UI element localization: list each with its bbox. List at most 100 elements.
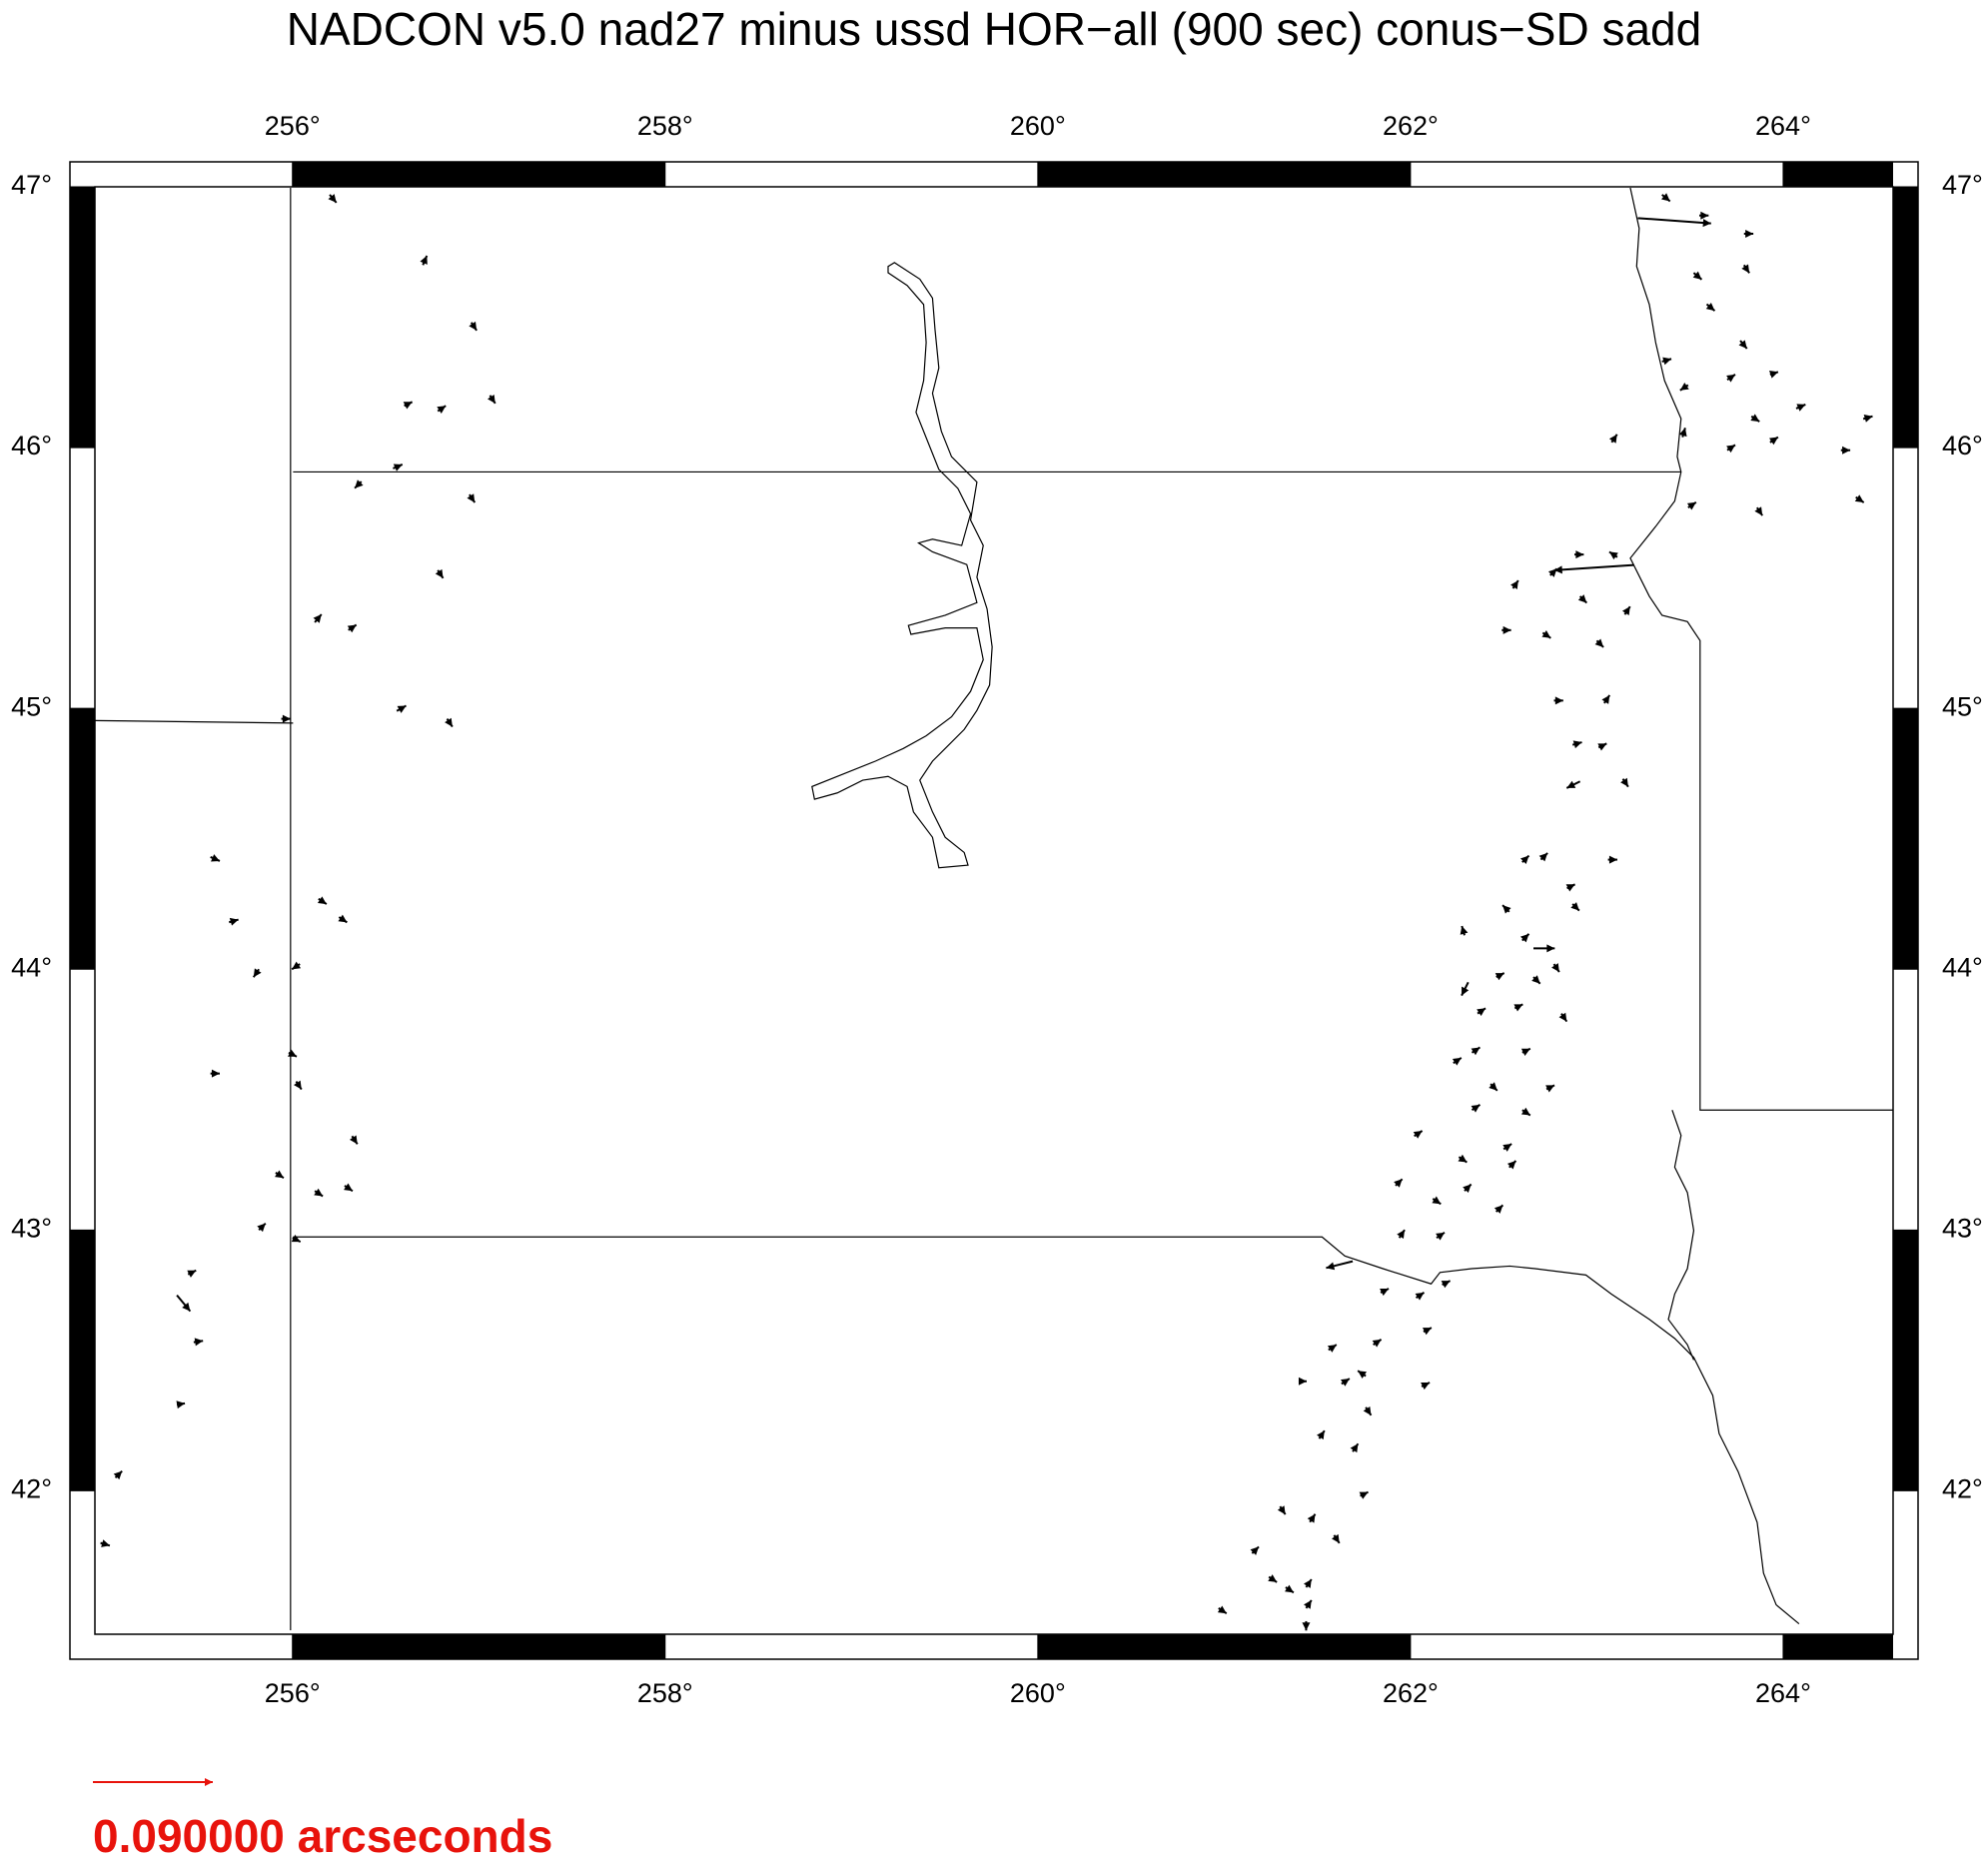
arrow-head xyxy=(393,464,403,471)
vector-arrow xyxy=(275,1170,285,1180)
vector-arrow xyxy=(294,1080,303,1091)
vector-arrow xyxy=(1660,193,1671,203)
vector-arrow xyxy=(1686,500,1697,510)
boundary xyxy=(293,1237,1798,1623)
vector-arrow xyxy=(338,914,348,924)
vector-arrow xyxy=(1795,403,1806,412)
arrow-head xyxy=(420,255,428,265)
arrow-head xyxy=(1462,986,1470,996)
vector-arrow xyxy=(1471,1046,1482,1056)
vector-arrow xyxy=(467,493,477,503)
vector-arrow xyxy=(1661,357,1672,366)
vector-arrow xyxy=(1268,1574,1278,1583)
vector-arrow xyxy=(210,1069,220,1078)
frame-band xyxy=(1037,162,1411,187)
arrow-head xyxy=(291,1235,301,1243)
arrow-head xyxy=(469,321,478,331)
vector-arrow xyxy=(1571,740,1582,749)
vector-arrow xyxy=(187,1269,197,1278)
vector-arrow xyxy=(1679,382,1689,392)
arrow-head xyxy=(187,1270,197,1278)
arrow-head xyxy=(1575,550,1584,559)
vector-arrow xyxy=(1250,1545,1260,1555)
frame-outer xyxy=(69,161,1919,1660)
frame-inner xyxy=(94,186,1894,1635)
scale-arrow xyxy=(93,1778,213,1786)
y-tick-label: 42° xyxy=(1942,1474,1983,1504)
arrow-head xyxy=(1745,229,1754,238)
arrow-head xyxy=(1572,740,1582,749)
arrow-head xyxy=(317,896,327,905)
arrow-head xyxy=(1769,371,1778,379)
vector-arrow xyxy=(1678,428,1687,438)
map-title: NADCON v5.0 nad27 minus ussd HOR−all (90… xyxy=(287,3,1701,55)
arrow-head xyxy=(1570,902,1579,911)
vector-arrow xyxy=(1423,1327,1433,1336)
frame-band xyxy=(664,162,1038,187)
vector-arrow xyxy=(349,1135,359,1145)
boundary xyxy=(95,720,293,723)
arrow-head xyxy=(257,1223,266,1233)
arrow-head xyxy=(1397,1230,1406,1240)
arrow-head xyxy=(1421,1382,1431,1391)
vector-arrow xyxy=(1394,1178,1404,1188)
vector-arrow xyxy=(1597,742,1607,751)
vector-arrow xyxy=(1327,1344,1338,1353)
vector-arrow xyxy=(281,714,291,723)
y-tick-label: 46° xyxy=(11,431,52,461)
arrow-head xyxy=(1520,1107,1530,1116)
arrow-head xyxy=(1510,580,1518,589)
arrow-head xyxy=(1553,565,1562,574)
vector-arrow xyxy=(229,917,239,926)
arrow-head xyxy=(1608,551,1618,560)
arrow-head xyxy=(1546,944,1555,953)
arrow-head xyxy=(1863,415,1873,423)
arrow-head xyxy=(1302,1622,1311,1631)
vector-arrow xyxy=(1553,563,1634,574)
y-tick-label: 47° xyxy=(1942,170,1983,200)
vector-arrow xyxy=(313,613,323,623)
vector-arrow xyxy=(1494,972,1505,981)
arrow-head xyxy=(338,914,348,923)
frame-band xyxy=(95,1634,293,1659)
arrow-head xyxy=(1738,340,1747,350)
arrow-head xyxy=(1471,1104,1481,1113)
arrow-head xyxy=(1471,1047,1481,1056)
vector-arrow xyxy=(1565,780,1581,789)
arrow-head xyxy=(1317,1430,1325,1440)
vector-arrow xyxy=(344,1183,354,1193)
vector-arrow xyxy=(1304,1578,1313,1588)
vector-arrow xyxy=(1620,777,1629,788)
arrow-head xyxy=(1705,302,1715,312)
arrow-head xyxy=(1702,219,1711,228)
arrow-head xyxy=(1769,437,1778,446)
vector-arrow xyxy=(176,1294,192,1313)
vector-arrow xyxy=(193,1338,204,1347)
vector-arrow xyxy=(1331,1533,1341,1544)
vector-arrow xyxy=(1577,594,1588,604)
vector-arrow xyxy=(1493,1204,1504,1214)
vector-arrow xyxy=(1285,1584,1295,1594)
arrow-head xyxy=(1415,1292,1425,1301)
vector-arrow xyxy=(1862,415,1873,423)
vector-arrow xyxy=(1372,1339,1383,1348)
vector-arrow xyxy=(1531,975,1541,985)
arrow-head xyxy=(1700,211,1709,220)
vector-arrow xyxy=(1692,271,1703,281)
vector-arrow xyxy=(437,405,447,414)
vector-arrow xyxy=(1553,696,1563,705)
vector-arrow xyxy=(1357,1370,1367,1379)
arrow-head xyxy=(1463,1184,1472,1193)
vector-arrow xyxy=(1298,1377,1307,1386)
vector-arrow xyxy=(1397,1229,1406,1240)
arrow-head xyxy=(328,194,337,203)
arrow-head xyxy=(182,1302,191,1312)
vector-arrow xyxy=(1432,1196,1442,1206)
vector-arrow xyxy=(435,568,445,579)
arrow-head xyxy=(1513,1004,1523,1012)
arrow-head xyxy=(1441,1281,1451,1289)
arrow-head xyxy=(397,705,407,713)
y-tick-label: 43° xyxy=(1942,1213,1983,1243)
frame-band xyxy=(70,1490,95,1634)
arrow-head xyxy=(347,624,357,633)
